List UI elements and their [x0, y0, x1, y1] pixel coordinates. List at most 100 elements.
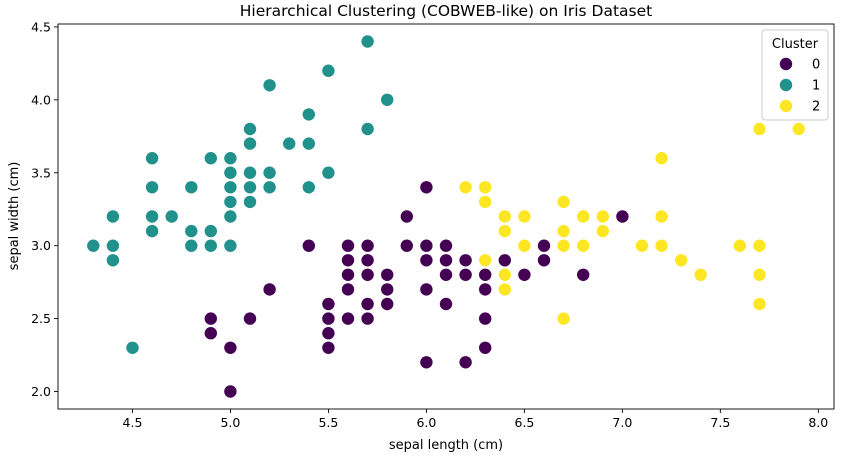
data-point — [361, 254, 374, 267]
legend-entries: 0 1 2 — [779, 57, 820, 115]
x-tick-label: 7.5 — [710, 415, 730, 430]
data-point — [322, 312, 335, 325]
data-point — [420, 356, 433, 369]
data-point — [557, 239, 570, 252]
data-point — [400, 239, 413, 252]
data-point — [537, 254, 551, 267]
data-point — [479, 341, 492, 354]
x-tick-label: 6.0 — [416, 415, 436, 430]
data-point — [479, 254, 492, 267]
legend-label: 0 — [812, 58, 820, 73]
points-layer — [87, 35, 805, 398]
data-point — [224, 195, 237, 209]
data-point — [263, 283, 276, 296]
data-point — [577, 210, 590, 223]
data-point — [302, 137, 315, 150]
legend-marker — [779, 78, 793, 92]
data-point — [204, 239, 217, 252]
data-point — [145, 210, 159, 223]
data-point — [361, 312, 374, 325]
x-axis: 4.5 5.0 5.5 6.0 6.5 7.0 7.5 8.0 — [123, 409, 828, 430]
legend-marker — [779, 57, 793, 71]
data-point — [224, 239, 237, 252]
data-point — [420, 239, 433, 252]
plot-frame — [57, 23, 835, 410]
data-point — [479, 268, 492, 281]
data-point — [459, 356, 472, 369]
data-point — [459, 254, 472, 267]
x-tick-label: 6.5 — [514, 415, 534, 430]
data-point — [498, 254, 511, 267]
y-tick-label: 4.0 — [31, 92, 51, 107]
data-point — [243, 166, 257, 179]
data-point — [263, 181, 276, 194]
data-point — [381, 297, 394, 311]
data-point — [145, 181, 159, 194]
data-point — [224, 181, 237, 194]
data-point — [361, 268, 374, 281]
data-point — [204, 312, 217, 325]
data-point — [753, 239, 766, 252]
data-point — [792, 122, 805, 136]
data-point — [498, 268, 511, 281]
data-point — [263, 166, 276, 179]
data-point — [322, 327, 335, 340]
data-point — [361, 122, 374, 136]
data-point — [420, 181, 433, 194]
data-point — [381, 283, 394, 296]
x-tick-label: 5.5 — [318, 415, 338, 430]
data-point — [753, 268, 766, 281]
data-point — [655, 239, 668, 252]
data-point — [322, 166, 335, 179]
legend-label: 1 — [812, 79, 820, 94]
data-point — [185, 224, 198, 238]
data-point — [204, 152, 217, 165]
legend-title: Cluster — [772, 37, 819, 52]
legend-marker — [779, 99, 793, 113]
data-point — [341, 312, 355, 325]
data-point — [106, 254, 120, 267]
legend-box — [761, 29, 829, 121]
data-point — [361, 239, 374, 252]
data-point — [224, 166, 237, 179]
data-point — [518, 239, 531, 252]
x-tick-label: 4.5 — [123, 415, 143, 430]
data-point — [498, 224, 511, 238]
data-point — [479, 195, 492, 209]
x-tick-label: 8.0 — [808, 415, 828, 430]
data-point — [420, 283, 433, 296]
data-point — [694, 268, 707, 281]
data-point — [185, 239, 198, 252]
data-point — [439, 268, 453, 281]
data-point — [243, 122, 257, 136]
x-tick-label: 5.0 — [220, 415, 240, 430]
data-point — [518, 210, 531, 223]
data-point — [459, 268, 472, 281]
data-point — [596, 210, 609, 223]
x-axis-label: sepal length (cm) — [389, 438, 503, 453]
data-point — [420, 254, 433, 267]
data-point — [459, 181, 472, 194]
data-point — [479, 283, 492, 296]
data-point — [341, 268, 355, 281]
data-point — [498, 210, 511, 223]
data-point — [361, 35, 374, 48]
data-point — [243, 195, 257, 209]
data-point — [302, 239, 315, 252]
data-point — [479, 181, 492, 194]
data-point — [341, 239, 355, 252]
data-point — [243, 312, 257, 325]
legend: Cluster 0 1 2 — [761, 29, 829, 121]
data-point — [479, 312, 492, 325]
data-point — [341, 254, 355, 267]
data-point — [126, 341, 139, 354]
data-point — [753, 297, 766, 311]
data-point — [381, 93, 394, 107]
data-point — [106, 210, 120, 223]
data-point — [400, 210, 413, 223]
data-point — [753, 122, 766, 136]
data-point — [341, 283, 355, 296]
y-tick-label: 4.5 — [31, 19, 51, 34]
data-point — [322, 341, 335, 354]
y-axis-label: sepal width (cm) — [7, 162, 22, 271]
